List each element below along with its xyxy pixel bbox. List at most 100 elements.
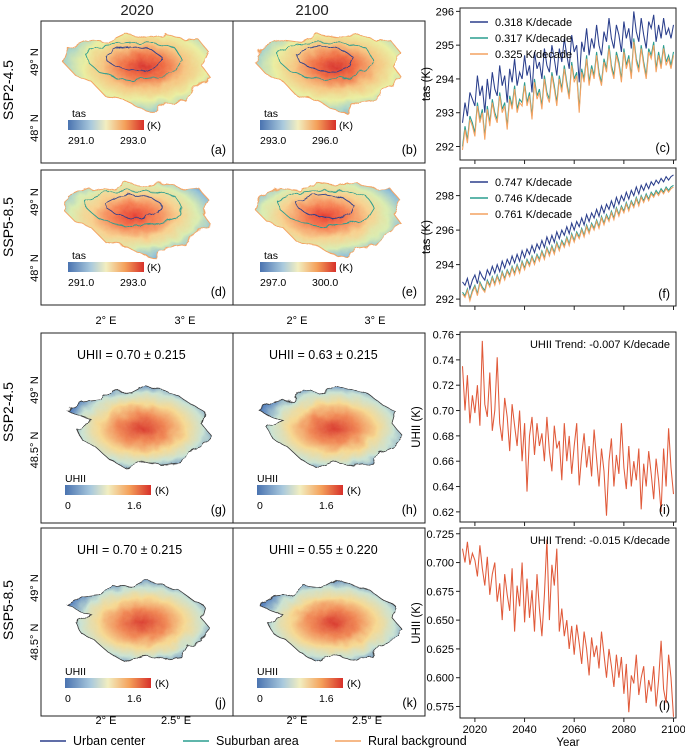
y-tick-label: 0.700 <box>426 558 454 570</box>
panel-label-l: (l) <box>659 699 670 713</box>
colorbar-title: tas <box>72 108 86 120</box>
map-suburban-boundary <box>84 41 183 81</box>
panel-label-j: (j) <box>215 696 226 710</box>
y-axis-label: tas (K) <box>421 67 433 101</box>
legend-label-urban-center: Urban center <box>73 734 145 748</box>
x-axis-label: Year <box>556 737 579 748</box>
colorbar-max: 300.0 <box>312 277 338 289</box>
y-tick-label: 0.675 <box>426 586 454 598</box>
colorbar-max: 293.0 <box>120 135 146 147</box>
y-tick-label: 298 <box>436 191 454 203</box>
x-tick-label: 2040 <box>512 724 536 736</box>
colorbar <box>257 485 343 495</box>
x-tick-label: 2100 <box>661 724 685 736</box>
colorbar <box>65 485 151 495</box>
map-texture <box>63 182 211 258</box>
y-tick-label: 292 <box>436 294 454 306</box>
map-texture <box>63 33 211 113</box>
map-panels: tas(K)291.0 293.0(a)tas(K)293.0 296.0(b)ta… <box>40 20 426 717</box>
lat-tick-485N-row4: 48.5° N <box>29 624 41 661</box>
y-tick-label: 0.64 <box>433 482 454 494</box>
column-header-2020: 2020 <box>120 2 153 19</box>
colorbar <box>260 262 336 272</box>
colorbar <box>257 678 343 688</box>
colorbar-unit: (K) <box>339 262 353 274</box>
y-tick-label: 0.70 <box>433 406 454 418</box>
y-axis-label: tas (K) <box>421 220 433 254</box>
chart-c: 292 293 294 295 296 tas (K) 0.318 K/decade 0.31… <box>421 6 677 164</box>
legend-trend-label: 0.318 K/decade <box>495 17 572 29</box>
legend-label-suburban-area: Suburban area <box>216 734 299 748</box>
colorbar-unit: (K) <box>155 485 169 497</box>
trend-annotation: UHII Trend: -0.007 K/decade <box>530 339 670 351</box>
lon-tick-25E-c: 2.5° E <box>161 715 191 727</box>
map-uhii-title: UHII = 0.70 ± 0.215 <box>77 348 186 362</box>
y-tick-label: 0.66 <box>433 456 454 468</box>
y-axis-label: UHII (K) <box>411 602 423 644</box>
y-tick-label: 292 <box>436 141 454 153</box>
lat-tick-485N-row3: 48.5° N <box>29 432 41 469</box>
colorbar-title: tas <box>264 108 278 120</box>
y-tick-label: 296 <box>436 225 454 237</box>
chart-i: 0.62 0.64 0.66 0.68 0.70 0.72 0.74 0.76 UHII (K)… <box>411 330 677 526</box>
lon-tick-2E-c: 2° E <box>96 715 117 727</box>
chart-frame <box>459 527 677 719</box>
y-tick-label: 0.650 <box>426 615 454 627</box>
map-uhii-title: UHII = 0.55 ± 0.220 <box>269 543 378 557</box>
panel-label-g: (g) <box>211 503 226 517</box>
lon-tick-3E-b: 3° E <box>365 315 386 327</box>
lat-tick-49N-row3: 49° N <box>29 376 41 404</box>
lon-tick-25E-d: 2.5° E <box>352 715 382 727</box>
legend-trend-label: 0.317 K/decade <box>495 33 572 45</box>
y-tick-label: 0.76 <box>433 330 454 342</box>
map-texture <box>255 182 402 258</box>
lon-tick-2E-a: 2° E <box>96 315 117 327</box>
lon-tick-3E-a: 3° E <box>175 315 196 327</box>
colorbar-unit: (K) <box>347 678 361 690</box>
lat-tick-48N-row1: 48° N <box>29 114 41 142</box>
series-line-urban-center <box>461 11 675 123</box>
panel-label-d: (d) <box>211 285 226 299</box>
chart-l: 0.575 0.600 0.625 0.650 0.675 0.700 0.725 2020 2… <box>411 527 685 748</box>
trend-annotation: UHII Trend: -0.015 K/decade <box>530 535 670 547</box>
y-tick-label: 0.68 <box>433 431 454 443</box>
colorbar-max: 1.6 <box>127 693 142 705</box>
map-urban-boundary <box>104 194 163 219</box>
lat-tick-48N-row2: 48° N <box>29 254 41 282</box>
panel-label-a: (a) <box>211 143 226 157</box>
row-label-ssp585-bottom: SSP5-8.5 <box>0 580 16 640</box>
x-tick-label: 2080 <box>612 724 636 736</box>
y-tick-label: 0.600 <box>426 673 454 685</box>
y-tick-label: 0.72 <box>433 380 454 392</box>
colorbar <box>68 120 144 130</box>
colorbar-min: 291.0 <box>68 135 94 147</box>
colorbar-max: 1.6 <box>127 500 142 512</box>
series-line-rural-background <box>461 41 675 150</box>
legend-trend-label: 0.761 K/decade <box>495 209 572 221</box>
y-tick-label: 294 <box>436 74 454 86</box>
panel-label-k: (k) <box>402 696 417 710</box>
column-header-2100: 2100 <box>295 2 328 19</box>
colorbar <box>260 120 336 130</box>
panel-label-f: (f) <box>658 287 670 301</box>
colorbar-max: 1.6 <box>319 693 334 705</box>
row-label-ssp585-top: SSP5-8.5 <box>0 197 16 257</box>
map-suburban-boundary <box>276 41 374 81</box>
colorbar <box>65 678 151 688</box>
map-panel-h: UHII = 0.63 ± 0.215 UHII (K) 0 1.6 (h) <box>232 332 426 524</box>
figure-legend: Urban center Suburban area Rural backgro… <box>40 734 467 748</box>
lon-tick-2E-b: 2° E <box>287 315 308 327</box>
map-panel-a: tas (K) 291.0 293.0 (a) <box>40 20 235 164</box>
map-suburban-boundary <box>84 190 183 227</box>
x-tick-label: 2060 <box>562 724 586 736</box>
y-tick-label: 295 <box>436 40 454 52</box>
colorbar-min: 297.0 <box>260 277 286 289</box>
legend-trend-label: 0.325 K/decade <box>495 49 572 61</box>
colorbar-min: 0 <box>257 500 263 512</box>
map-panel-j: UHI = 0.70 ± 0.215 UHII (K) 0 1.6 (j) <box>40 527 235 717</box>
colorbar-max: 296.0 <box>312 135 338 147</box>
map-panel-b: tas (K) 293.0 296.0 (b) <box>232 20 426 164</box>
colorbar-min: 0 <box>65 693 71 705</box>
colorbar-max: 1.6 <box>319 500 334 512</box>
